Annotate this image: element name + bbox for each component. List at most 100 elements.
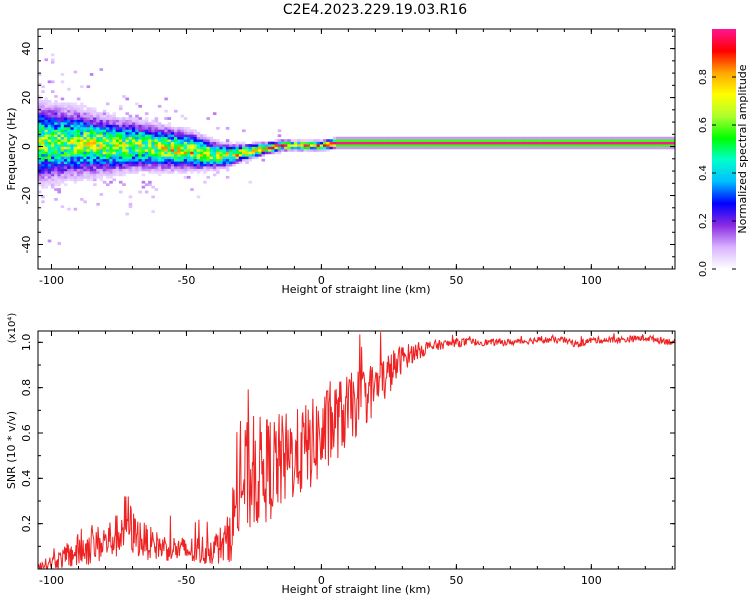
spectrogram-cell-565 (86, 109, 91, 113)
spectrogram-cell-407 (73, 180, 78, 184)
spectrogram-cell-878 (125, 171, 129, 174)
spectrogram-cell-109 (44, 114, 49, 118)
spectrogram-cell-194 (50, 53, 55, 57)
spectrogram-cell-1977 (504, 136, 508, 140)
spectrogram-cell-2066 (562, 139, 567, 142)
spectrogram-cell-191 (50, 80, 55, 84)
spectrogram-cell-2 (38, 180, 42, 184)
spectrogram-cell-701 (102, 144, 107, 147)
spectrogram-cell-621 (93, 126, 97, 130)
spectrogram-cell-1886 (446, 139, 450, 142)
spectrogram-cell-138 (47, 136, 52, 140)
spectrogram-cell-778 (112, 161, 117, 164)
spectrogram-cell-463 (76, 124, 81, 128)
spectrogram-cell-818 (115, 126, 120, 130)
spectrogram-cell-2205 (653, 141, 657, 145)
spectrogram-cell-1646 (290, 144, 295, 147)
spectrogram-cell-578 (89, 153, 94, 157)
spectrogram-cell-1323 (186, 136, 191, 140)
spectrogram-cell-677 (99, 134, 104, 138)
spectrogram-cell-222 (54, 122, 58, 125)
snr-panel: -100 -50 0 50 100 0.20.40.60.81.0 Height of … (5, 313, 676, 596)
spectrogram-cell-1743 (355, 146, 359, 150)
spectrogram-cell-41 (41, 195, 45, 199)
spectrogram-cell-1290 (183, 168, 188, 172)
spectrogram-cell-742 (106, 114, 110, 118)
spectrogram-cell-2132 (604, 136, 609, 140)
spectrogram-cell-236 (57, 183, 61, 187)
spectrogram-cell-604 (93, 168, 97, 172)
spectrogram-cell-1122 (154, 117, 159, 120)
spectrogram-cell-1044 (144, 129, 149, 133)
spectrogram-cell-2131 (604, 139, 609, 142)
spectrogram-cell-990 (138, 141, 142, 145)
spectrogram-cell-1012 (141, 151, 146, 155)
spectrogram-cell-711 (102, 119, 107, 123)
spectrogram-cell-1276 (180, 151, 185, 155)
spectrogram-cell-1520 (229, 141, 233, 145)
spectrogram-cell-1550 (242, 153, 246, 157)
spectrogram-cell-1583 (255, 149, 259, 152)
spectrogram-cell-1642 (287, 141, 291, 145)
spectrogram-cell-318 (63, 153, 68, 157)
spectrogram-cell-35 (38, 100, 42, 103)
spectrogram-cell-1468 (216, 149, 220, 152)
spectrogram-cell-34 (38, 102, 42, 106)
spectrogram-cell-322 (63, 144, 68, 147)
spectrogram-cell-957 (135, 161, 139, 164)
spectrogram-cell-950 (131, 122, 136, 125)
spectrogram-cell-1469 (216, 146, 220, 150)
spectrogram-cell-425 (73, 136, 78, 140)
spectrogram-cell-1053 (148, 171, 152, 174)
spectrogram-cell-1232 (174, 163, 178, 167)
spectrogram-cell-1187 (164, 109, 168, 113)
spectrogram-cell-1328 (190, 188, 194, 191)
spectrogram-cell-1373 (196, 151, 201, 155)
spectrogram-cell-1938 (481, 146, 486, 150)
spectrogram-cell-1823 (407, 146, 411, 150)
snr-x-tick-label-4: 100 (581, 574, 602, 587)
spectrogram-cell-656 (96, 114, 100, 118)
spectrogram-cell-922 (128, 131, 133, 135)
snr-x-tick-label-2: 0 (318, 574, 325, 587)
spectrogram-cell-1586 (255, 141, 259, 145)
spectrogram-cell-962 (135, 149, 139, 152)
spectrogram-cell-1366 (196, 168, 201, 172)
spectrogram-cell-955 (135, 166, 139, 169)
spectrogram-cell-167 (50, 156, 55, 160)
snr-y-tick-label-1: 0.4 (20, 470, 33, 488)
spectrogram-cell-1356 (193, 146, 198, 150)
spectrogram-cell-1613 (271, 144, 275, 147)
spectrogram-y-tick-label-4: 40 (20, 42, 33, 56)
spectrogram-cell-1765 (368, 141, 372, 145)
spectrogram-cell-1351 (193, 158, 198, 162)
spectrogram-cell-1324 (186, 134, 191, 138)
spectrogram-cell-268 (57, 104, 61, 108)
spectrogram-cell-916 (128, 146, 133, 150)
spectrogram-cell-177 (50, 131, 55, 135)
spectrogram-cell-1651 (293, 144, 298, 147)
spectrogram-cell-802 (115, 166, 120, 169)
spectrogram-cell-943 (131, 139, 136, 142)
spectrogram-cell-1887 (446, 136, 450, 140)
spectrogram-cell-1395 (199, 136, 204, 140)
spectrogram-cell-881 (125, 163, 129, 167)
spectrogram-cell-1788 (384, 146, 389, 150)
spectrogram-cell-1421 (206, 153, 210, 157)
spectrogram-cell-1982 (507, 136, 512, 140)
spectrogram-cell-213 (54, 144, 58, 147)
spectrogram-cell-1228 (170, 129, 175, 133)
spectrogram-cell-1783 (381, 146, 385, 150)
spectrogram-cell-601 (93, 175, 97, 179)
spectrogram-cell-1809 (397, 144, 402, 147)
spectrogram-cell-1988 (514, 146, 518, 150)
spectrogram-cell-568 (89, 178, 94, 182)
spectrogram-cell-1114 (154, 136, 159, 140)
spectrogram-cell-1806 (394, 139, 398, 142)
spectrogram-cell-2083 (575, 146, 580, 150)
spectrogram-cell-1047 (144, 122, 149, 125)
spectrogram-cell-125 (47, 168, 52, 172)
spectrogram-cell-171 (50, 146, 55, 150)
spectrogram-cell-1655 (297, 146, 301, 150)
spectrogram-cell-106 (44, 122, 49, 125)
